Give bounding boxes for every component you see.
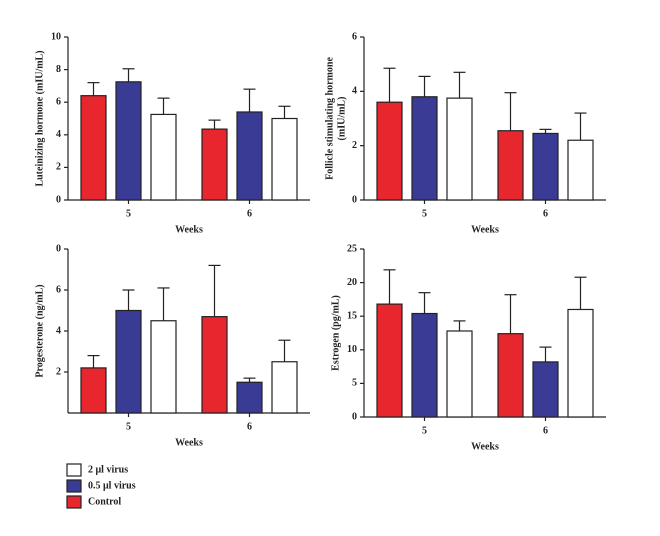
- bar: [497, 130, 524, 201]
- y-tick-label: 6: [352, 31, 357, 42]
- bar: [411, 96, 438, 201]
- bar: [271, 361, 298, 414]
- y-tick-label: 4: [56, 129, 61, 140]
- bar: [150, 320, 177, 414]
- y-tick-label: 4: [56, 325, 61, 336]
- x-tick-label: 6: [543, 425, 548, 436]
- y-tick-label: 2: [56, 162, 61, 173]
- y-tick-label: 6: [56, 96, 61, 107]
- x-tick-label: 5: [422, 425, 427, 436]
- bar: [567, 139, 594, 201]
- bar: [271, 117, 298, 201]
- bar: [80, 367, 107, 414]
- y-tick-label: 0: [352, 411, 357, 422]
- x-tick-label: 5: [126, 421, 131, 432]
- legend-label: Control: [88, 496, 121, 507]
- x-tick-label: 6: [543, 208, 548, 219]
- bar: [376, 101, 403, 201]
- y-tick-label: 2: [352, 140, 357, 151]
- bar: [411, 312, 438, 418]
- bar: [115, 309, 142, 414]
- x-axis-label: Weeks: [471, 224, 499, 235]
- legend-swatch: [66, 463, 82, 477]
- bar: [446, 97, 473, 201]
- y-tick-label: 20: [347, 277, 357, 288]
- bar: [201, 316, 228, 414]
- legend-label: 2 μl virus: [88, 464, 128, 475]
- bar: [115, 81, 142, 201]
- bar: [376, 303, 403, 418]
- y-tick-label: 6: [56, 284, 61, 295]
- y-axis-label: Luteinizing hormone (mIU/mL): [34, 50, 45, 186]
- y-tick-label: 5: [352, 378, 357, 389]
- bar: [567, 308, 594, 418]
- y-tick-label: 0: [56, 243, 61, 254]
- y-tick-label: 15: [347, 310, 357, 321]
- y-tick-label: 25: [347, 243, 357, 254]
- legend-label: 0.5 μl virus: [88, 480, 136, 491]
- y-tick-label: 0: [56, 194, 61, 205]
- bar: [446, 330, 473, 418]
- y-axis-label: (mIU/mL): [336, 97, 347, 141]
- y-axis-label: Progesterone (ng/mL): [34, 284, 45, 377]
- legend-swatch: [66, 479, 82, 493]
- y-tick-label: 8: [56, 64, 61, 75]
- x-axis-label: Weeks: [175, 437, 203, 448]
- x-axis-label: Weeks: [471, 441, 499, 452]
- bar: [150, 113, 177, 201]
- x-tick-label: 5: [422, 208, 427, 219]
- y-tick-label: 4: [352, 86, 357, 97]
- x-tick-label: 6: [247, 208, 252, 219]
- y-axis-label: Follicle stimulating hormone: [324, 57, 335, 180]
- bar: [497, 333, 524, 418]
- x-tick-label: 5: [126, 208, 131, 219]
- y-tick-label: 10: [51, 31, 61, 42]
- x-tick-label: 6: [247, 421, 252, 432]
- bar: [532, 132, 559, 201]
- legend-swatch: [66, 495, 82, 509]
- x-axis-label: Weeks: [175, 224, 203, 235]
- y-tick-label: 0: [352, 194, 357, 205]
- y-tick-label: 2: [56, 366, 61, 377]
- y-axis-label: Estrogen (pg/mL): [330, 295, 341, 371]
- bar: [201, 128, 228, 201]
- bar: [236, 111, 263, 201]
- bar: [532, 361, 559, 418]
- bar: [80, 95, 107, 201]
- bar: [236, 381, 263, 414]
- y-tick-label: 10: [347, 344, 357, 355]
